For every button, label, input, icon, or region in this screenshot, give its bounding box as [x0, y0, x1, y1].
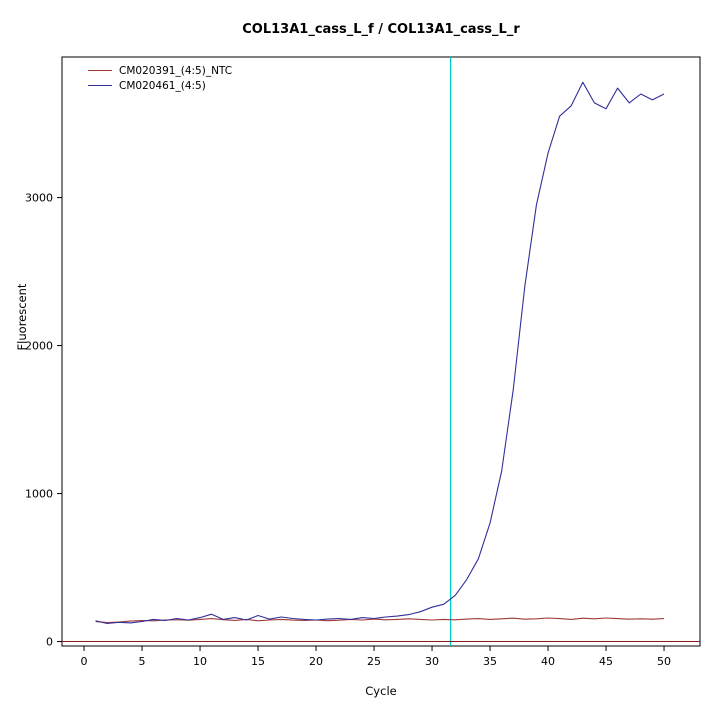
chart-title: COL13A1_cass_L_f / COL13A1_cass_L_r: [242, 22, 520, 37]
legend-line-ntc-icon: [88, 70, 112, 71]
y-tick-label: 3000: [25, 192, 53, 205]
legend-item-sample: CM020461_(4:5): [88, 78, 232, 93]
y-tick-label: 1000: [25, 488, 53, 501]
plot-border: [61, 56, 701, 647]
x-tick-label: 5: [139, 655, 146, 668]
legend-line-sample-icon: [88, 85, 112, 86]
legend: CM020391_(4:5)_NTC CM020461_(4:5): [88, 63, 232, 93]
legend-label-ntc: CM020391_(4:5)_NTC: [119, 64, 233, 77]
y-tick-label: 0: [46, 636, 53, 649]
x-tick-label: 15: [251, 655, 265, 668]
series-line-1: [95, 81, 665, 625]
x-tick-label: 40: [541, 655, 555, 668]
x-tick-label: 50: [657, 655, 671, 668]
x-tick-label: 0: [81, 655, 88, 668]
x-tick-label: 25: [367, 655, 381, 668]
x-axis-label: Cycle: [365, 684, 397, 698]
legend-label-sample: CM020461_(4:5): [119, 79, 206, 92]
x-tick-label: 30: [425, 655, 439, 668]
x-tick-label: 45: [599, 655, 613, 668]
x-tick-label: 35: [483, 655, 497, 668]
y-tick-label: 2000: [25, 340, 53, 353]
legend-item-ntc: CM020391_(4:5)_NTC: [88, 63, 232, 78]
y-axis-label: Fluorescent: [15, 283, 29, 351]
x-tick-label: 10: [193, 655, 207, 668]
x-tick-label: 20: [309, 655, 323, 668]
